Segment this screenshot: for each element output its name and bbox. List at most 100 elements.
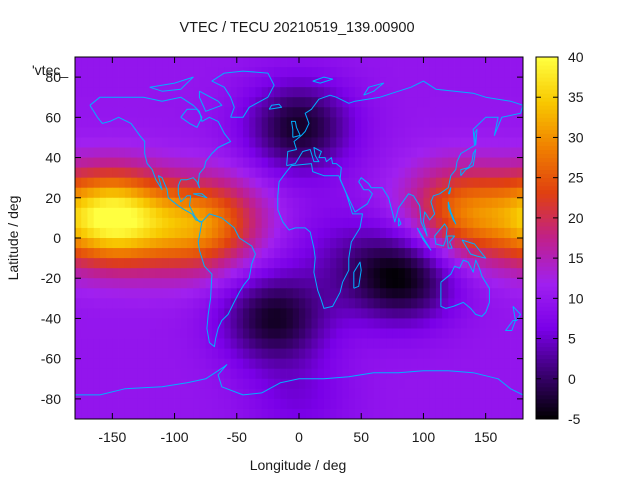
colorbar-segment: [536, 105, 558, 110]
colorbar-segment: [536, 149, 558, 155]
heatmap-cell: [205, 408, 213, 420]
heatmap-cell: [174, 177, 182, 189]
heatmap-cell: [205, 298, 213, 309]
heatmap-cell: [286, 258, 294, 269]
heatmap-cell: [473, 358, 480, 370]
heatmap-cell: [485, 378, 493, 390]
heatmap-cell: [112, 278, 119, 289]
heatmap-cell: [292, 338, 300, 350]
colorbar-segment: [536, 246, 558, 251]
heatmap-cell: [323, 77, 331, 88]
heatmap-cell: [348, 298, 356, 309]
heatmap-cell: [236, 77, 244, 88]
heatmap-cell: [367, 227, 375, 239]
heatmap-cell: [280, 67, 287, 78]
heatmap-cell: [174, 318, 182, 329]
heatmap-cell: [205, 217, 213, 229]
heatmap-cell: [423, 358, 431, 370]
heatmap-cell: [342, 167, 350, 179]
heatmap-cell: [168, 167, 175, 179]
heatmap-cell: [168, 227, 175, 239]
heatmap-cell: [118, 318, 126, 329]
heatmap-cell: [404, 197, 412, 209]
heatmap-cell: [491, 318, 499, 329]
heatmap-cell: [516, 338, 524, 350]
heatmap-cell: [93, 388, 101, 400]
heatmap-cell: [442, 77, 449, 88]
heatmap-cell: [398, 408, 406, 420]
heatmap-cell: [274, 338, 281, 350]
heatmap-cell: [124, 147, 132, 158]
heatmap-cell: [87, 278, 95, 289]
heatmap-cell: [286, 308, 294, 319]
heatmap-cell: [442, 378, 449, 390]
heatmap-cell: [118, 97, 126, 108]
heatmap-cell: [131, 57, 138, 68]
heatmap-cell: [236, 248, 244, 259]
heatmap-cell: [193, 388, 200, 400]
heatmap-cell: [299, 348, 306, 360]
heatmap-cell: [348, 408, 356, 420]
heatmap-cell: [112, 238, 119, 249]
heatmap-cell: [99, 318, 107, 329]
heatmap-cell: [292, 177, 300, 189]
heatmap-cell: [386, 187, 393, 199]
heatmap-cell: [323, 207, 331, 219]
heatmap-cell: [516, 207, 524, 219]
heatmap-cell: [124, 137, 132, 148]
heatmap-cell: [137, 117, 144, 128]
heatmap-cell: [149, 378, 157, 390]
heatmap-cell: [435, 157, 443, 169]
heatmap-cell: [479, 258, 487, 269]
heatmap-cell: [93, 258, 101, 269]
heatmap-cell: [292, 238, 300, 249]
colorbar-segment: [536, 225, 558, 231]
heatmap-cell: [398, 227, 406, 239]
heatmap-cell: [361, 77, 368, 88]
heatmap-cell: [286, 328, 294, 339]
heatmap-cell: [330, 217, 337, 229]
heatmap-cell: [87, 408, 95, 420]
heatmap-cell: [423, 127, 431, 138]
heatmap-cell: [355, 57, 362, 68]
heatmap-cell: [143, 87, 151, 98]
heatmap-cell: [249, 107, 256, 118]
heatmap-cell: [243, 67, 250, 78]
colorbar-segment: [536, 141, 558, 146]
heatmap-cell: [99, 378, 107, 390]
heatmap-cell: [510, 167, 518, 179]
heatmap-cell: [75, 378, 82, 390]
heatmap-cell: [230, 408, 238, 420]
heatmap-cell: [199, 187, 207, 199]
heatmap-cell: [180, 227, 188, 239]
heatmap-cell: [367, 177, 375, 189]
heatmap-cell: [137, 57, 144, 68]
heatmap-cell: [467, 137, 474, 148]
heatmap-cell: [317, 388, 325, 400]
heatmap-cell: [398, 298, 406, 309]
heatmap-cell: [398, 77, 406, 88]
heatmap-cell: [249, 248, 256, 259]
heatmap-cell: [348, 147, 356, 158]
heatmap-cell: [491, 147, 499, 158]
heatmap-cell: [75, 87, 82, 98]
heatmap-cell: [292, 398, 300, 410]
heatmap-cell: [230, 197, 238, 209]
heatmap-cell: [460, 248, 468, 259]
heatmap-cell: [361, 117, 368, 128]
heatmap-cell: [162, 268, 169, 279]
heatmap-cell: [93, 77, 101, 88]
colorbar-segment: [536, 394, 558, 400]
heatmap-cell: [429, 258, 437, 269]
heatmap-cell: [81, 298, 88, 309]
colorbar-tick-label: 5: [568, 331, 576, 347]
heatmap-cell: [187, 97, 194, 108]
heatmap-cell: [168, 197, 175, 209]
heatmap-cell: [93, 137, 101, 148]
heatmap-cell: [429, 368, 437, 380]
heatmap-cell: [193, 107, 200, 118]
heatmap-cell: [299, 177, 306, 189]
heatmap-cell: [131, 308, 138, 319]
heatmap-cell: [174, 298, 182, 309]
heatmap-cell: [460, 408, 468, 420]
